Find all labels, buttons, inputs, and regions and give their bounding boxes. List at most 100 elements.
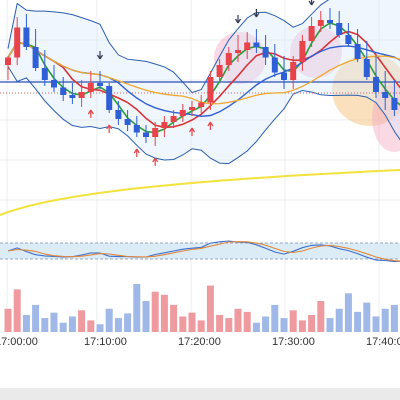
candle-down [382,92,389,98]
volume-panel [4,284,398,332]
volume-bar-down [354,311,362,332]
volume-bar-up [87,320,95,332]
volume-bar-up [308,314,316,332]
volume-bar-down [68,316,76,332]
volume-bar-up [4,308,12,332]
candlesticks [5,8,398,146]
candle-down [60,87,67,95]
volume-bar-up [197,320,205,332]
volume-bar-down [41,318,49,332]
grid-layer [0,0,400,335]
candle-down [363,59,370,77]
candle-down [262,47,269,58]
volume-bar-down [344,293,352,332]
candle-up [5,57,11,65]
candle-up [216,65,223,77]
volume-bar-down [96,324,104,332]
ma-trend-line [0,169,400,216]
candle-down [23,27,30,47]
signal-arrows [87,0,315,166]
candle-down [51,80,57,88]
candle-down [133,125,140,133]
candle-up [317,20,324,26]
volume-bar-up [289,310,297,332]
oscillator-d-line [7,241,400,262]
candle-down [253,42,260,47]
time-tick-2: 17:10:00 [84,336,127,348]
candle-down [124,119,131,125]
volume-bar-down [133,284,141,332]
volume-bar-down [372,316,380,332]
highlight-zone-orange [332,54,400,126]
candle-up [189,107,195,110]
volume-bar-up [170,304,178,332]
volume-bar-up [13,289,21,332]
volume-bar-up [188,312,196,332]
highlight-zone-pink [290,26,342,78]
volume-bar-down [381,308,389,332]
volume-bar-down [335,308,343,332]
oscillator-panel [0,240,400,263]
candle-down [115,110,122,119]
sell-arrow-icon [234,15,242,24]
volume-bar-up [151,291,159,332]
candle-up [198,102,205,107]
highlight-zone-pink [214,32,266,84]
candle-down [69,95,76,98]
time-tick-1: 17:00:00 [0,336,38,348]
volume-bar-down [124,313,132,332]
volume-bar-down [50,312,58,332]
time-tick-3: 17:20:00 [178,336,221,348]
volume-bar-up [298,320,306,332]
candle-down [345,35,352,44]
highlight-layer [214,26,400,152]
sell-arrow-icon [96,51,104,60]
sell-arrow-icon [308,0,315,6]
volume-bar-down [363,302,371,332]
volume-bar-down [326,318,334,332]
candle-up [290,62,297,80]
candle-down [327,20,333,23]
candle-down [391,98,398,110]
volume-bar-up [234,308,242,332]
candle-up [207,77,214,103]
volume-bar-up [179,316,187,332]
candle-up [225,53,232,65]
time-tick-5: 17:40:00 [366,336,400,348]
candle-up [78,92,85,98]
volume-bar-down [390,304,398,332]
candle-down [106,86,113,110]
buy-arrow-icon [207,121,214,130]
buy-arrow-icon [133,148,140,157]
volume-bar-down [114,318,122,332]
candle-up [161,122,168,128]
volume-bar-down [262,316,270,332]
volume-bar-up [160,294,168,332]
volume-bar-up [216,314,224,332]
volume-bar-down [32,304,40,332]
candle-down [336,23,343,35]
bottom-scroll-strip[interactable] [0,388,400,400]
candle-down [373,77,379,92]
candle-up [14,27,21,58]
volume-bar-up [78,310,86,332]
volume-bar-up [243,311,251,332]
volume-bar-up [225,318,233,332]
ma-long-line [7,41,400,105]
buy-arrow-icon [152,157,159,166]
volume-bar-up [206,285,214,332]
volume-bar-down [280,318,288,332]
candle-up [179,110,186,116]
ma-mid-line [7,30,400,129]
volume-bar-down [105,308,113,332]
candle-up [152,128,159,137]
candle-down [32,47,39,68]
buy-arrow-icon [106,124,113,133]
candle-down [354,44,361,59]
oscillator-band [0,243,400,259]
candle-down [271,57,278,73]
time-tick-4: 17:30:00 [272,336,315,348]
volume-bar-down [252,322,260,332]
